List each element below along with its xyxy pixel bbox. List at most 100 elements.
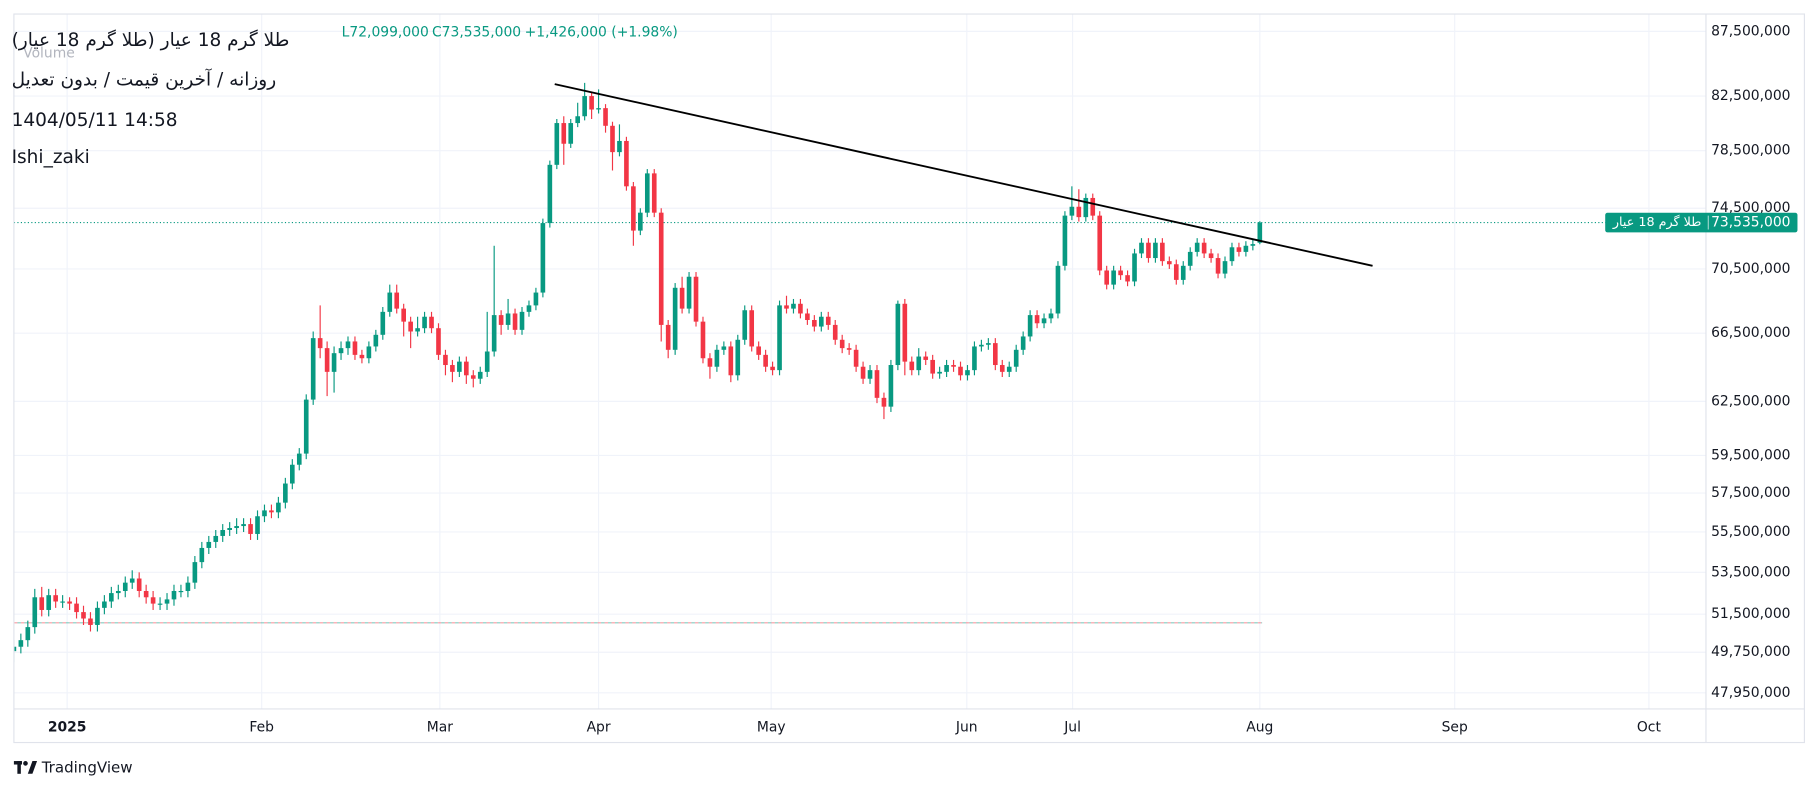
candle-body [568,123,574,144]
x-tick-label: 2025 [48,719,87,735]
candle-body [401,308,406,322]
candle-body [805,313,810,320]
candle-body [227,528,232,531]
candle-body [171,590,177,600]
candle-body [1167,261,1172,265]
y-tick-label: 51,500,000 [1711,606,1790,622]
y-tick-label: 47,950,000 [1711,685,1790,701]
candle-body [164,599,170,604]
candle-body [992,343,998,366]
candle-body [770,366,775,371]
candle-body [1160,242,1165,262]
candle-body [53,595,58,602]
candle-body [1069,206,1075,216]
candle-body [255,516,260,534]
candle-body [1048,313,1054,319]
candle-body [832,324,838,340]
candle-body [178,590,184,593]
candle-body [714,349,720,367]
x-tick-label: Jul [1063,719,1081,735]
candle-body [303,399,309,454]
candle-body [707,358,713,367]
candle-body [846,348,852,350]
candle-body [1132,253,1137,282]
candle-body [352,341,358,355]
y-tick-label: 49,750,000 [1711,644,1790,660]
candle-body [387,292,393,312]
candle-body [1055,265,1061,314]
candle-body [157,603,163,605]
chart-title: طلا گرم 18 عیار (طلا گرم 18 عیار) [12,29,290,51]
y-tick-label: 57,500,000 [1711,485,1790,501]
candle-body [721,346,727,350]
candle-body [937,371,942,374]
candle-body [867,370,873,379]
candle-body [310,338,316,400]
candle-body [686,276,692,309]
candle-body [1215,258,1221,274]
y-tick-label: 66,500,000 [1711,325,1790,341]
candle-body [13,646,17,652]
candle-body [791,303,796,309]
frame [13,13,1805,744]
candle-body [1111,270,1116,285]
candle-body [679,287,685,309]
candle-body [498,315,504,325]
candle-body [1118,270,1123,276]
candle-body [554,123,560,165]
candle-body [756,346,761,355]
candle-body [450,365,455,372]
axes: 87,500,000 82,500,000 78,500,000 74,500,000… [48,23,1798,735]
candle-body [617,140,622,153]
candle-body [728,346,734,376]
candle-body [512,313,518,330]
candle-body [289,464,295,484]
candle-body [429,316,434,329]
candle-body [1180,265,1186,280]
candle-body [150,597,156,604]
candle-body [902,303,908,362]
y-tick-label: 82,500,000 [1711,88,1790,104]
candle-body [1020,336,1026,350]
candle-body [1062,215,1068,266]
candle-body [1013,349,1019,367]
candle-body [1034,315,1040,324]
candle-body [874,370,880,398]
candle-body [234,526,239,529]
candle-body [665,324,671,350]
x-tick-label: Aug [1246,719,1273,735]
candle-body [408,321,413,332]
candle-body [624,140,629,187]
candle-body [505,313,511,325]
candle-body [199,547,205,563]
x-tick-label: Jun [955,719,978,735]
candle-body [136,578,142,591]
candle-body [735,339,741,376]
candle-body [32,597,38,628]
candle-body [457,361,462,372]
legend-close: C73,535,000 [432,25,521,41]
candle-body [380,311,386,335]
candle-body [81,612,86,619]
candle-body [742,310,748,340]
chart-subtitle: روزانه / آخرین قیمت / بدون تعدیل [12,68,277,91]
candle-body [18,640,24,647]
candle-body [979,344,984,347]
candle-body [88,618,93,625]
candle-body [484,351,490,372]
candle-body [443,354,448,366]
candle-body [916,356,922,371]
candle-body [999,365,1005,372]
candle-body [122,582,128,591]
candle-body [888,365,894,407]
candle-body [470,375,476,379]
candle-body [1201,242,1207,254]
candle-body [951,365,956,367]
candle-body [561,123,567,144]
candle-body [143,590,149,598]
candle-body [958,366,963,376]
trendline [554,83,1373,267]
y-tick-label: 62,500,000 [1711,393,1790,409]
candle-body [1257,222,1263,243]
